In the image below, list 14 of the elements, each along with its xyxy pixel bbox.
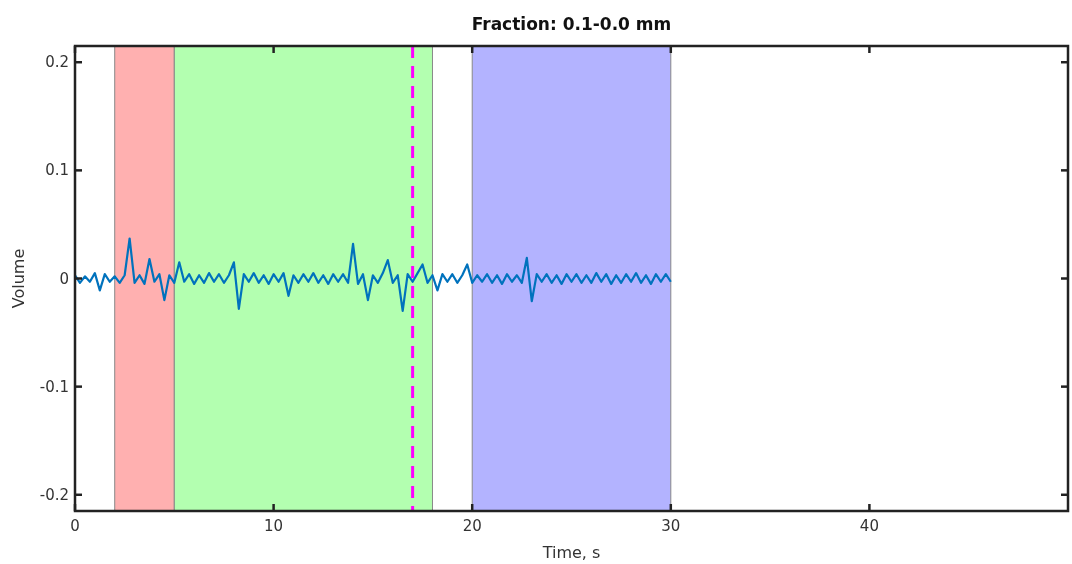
y-tick-label: -0.1 xyxy=(39,377,69,396)
x-tick-label: 20 xyxy=(462,517,482,535)
y-tick-label: 0.2 xyxy=(45,53,69,72)
y-tick-label: 0 xyxy=(59,269,69,288)
y-tick-label: 0.1 xyxy=(45,161,69,180)
x-tick-label: 0 xyxy=(70,517,80,535)
line-series xyxy=(75,237,672,313)
x-tick-label: 30 xyxy=(661,517,681,535)
x-axis-title: Time, s xyxy=(541,543,601,562)
y-tick-label: -0.2 xyxy=(39,485,69,504)
x-tick-label: 40 xyxy=(859,517,879,535)
x-tick-label: 10 xyxy=(264,517,284,535)
chart-title: Fraction: 0.1-0.0 mm xyxy=(471,14,672,34)
y-axis-title: Volume xyxy=(9,248,28,309)
